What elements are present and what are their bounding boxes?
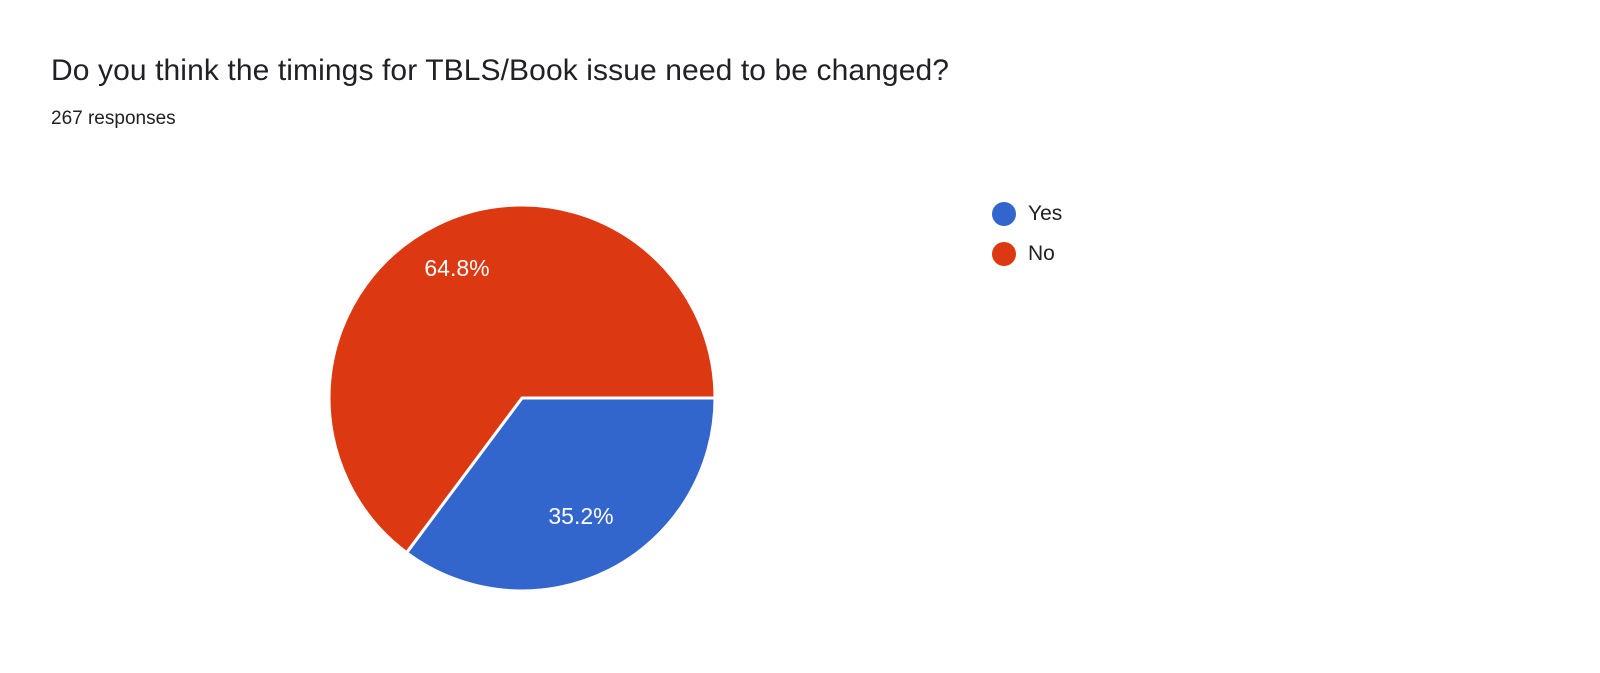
pie-slices (327, 203, 717, 593)
legend-item-label: Yes (1028, 202, 1063, 225)
legend-item-label: No (1028, 242, 1055, 265)
pie-slice-label-no: 64.8% (424, 255, 489, 281)
legend-item-no[interactable]: No (992, 242, 1062, 266)
pie-slice-labels: 35.2% 64.8% (424, 255, 613, 529)
pie-slice-no[interactable] (327, 203, 717, 555)
circle-swatch-icon (992, 242, 1016, 266)
pie-slice-yes[interactable] (405, 396, 717, 593)
pie-chart-container: 35.2% 64.8% (0, 150, 1600, 673)
circle-swatch-icon (992, 202, 1016, 226)
page-title: Do you think the timings for TBLS/Book i… (51, 54, 950, 87)
legend-item-yes[interactable]: Yes (992, 202, 1062, 226)
response-count-label: 267 responses (51, 108, 176, 129)
chart-legend: Yes No (992, 202, 1062, 266)
pie-slice-label-yes: 35.2% (548, 503, 613, 529)
pie-chart-svg: 35.2% 64.8% (327, 203, 717, 593)
